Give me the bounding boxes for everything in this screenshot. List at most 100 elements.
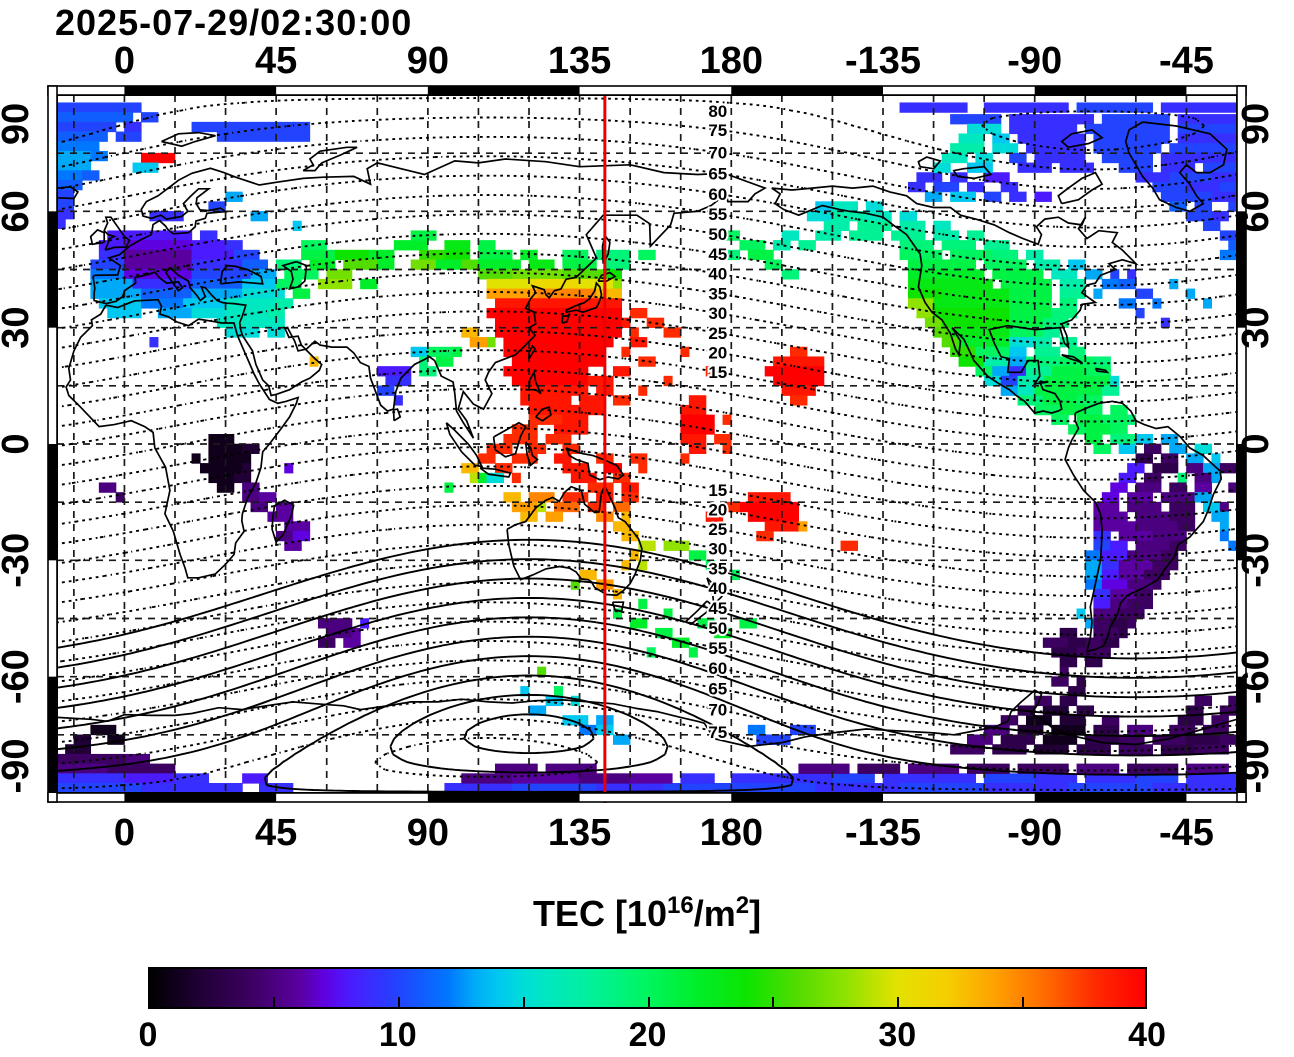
tec-cell-run: [191, 288, 243, 299]
tec-cell-run: [688, 443, 707, 454]
tec-cell-run: [1118, 734, 1145, 745]
tec-cell-run: [317, 618, 336, 629]
tec-cell-run: [612, 734, 631, 745]
tec-cell-run: [638, 598, 648, 610]
tec-cell-run: [57, 773, 125, 784]
tec-cell-run: [124, 121, 142, 133]
tec-cell-run: [461, 259, 479, 270]
tec-cell-run: [1219, 181, 1237, 193]
contour-labels: 8075706560555045403530252015152025303540…: [706, 100, 729, 744]
tec-cell-run: [730, 773, 783, 784]
maglat-contour-label-south: 60: [708, 659, 727, 678]
tec-cell-run: [1194, 695, 1213, 707]
tec-cell-run: [621, 492, 639, 503]
tec-cell-run: [1042, 705, 1069, 716]
tec-cell-run: [1059, 656, 1078, 668]
tec-cell-run: [1177, 123, 1237, 135]
tec-cell-run: [1194, 472, 1213, 484]
tec-cell-run: [57, 209, 75, 220]
tec-cell-run: [832, 773, 875, 784]
tec-cell-run: [1143, 443, 1162, 454]
tec-cell-run: [756, 530, 774, 542]
tec-cell-run: [57, 189, 75, 200]
tec-cell-run: [882, 773, 934, 784]
tec-cell-run: [1068, 385, 1103, 396]
tec-cell-run: [537, 666, 547, 677]
tec-cell-run: [124, 773, 176, 784]
tec-cell-run: [1228, 482, 1237, 493]
tec-cell-run: [1093, 133, 1170, 144]
tec-cell-run: [1068, 424, 1086, 435]
tec-cell-run: [950, 744, 985, 755]
tec-cell-run: [739, 618, 757, 629]
tec-cell-run: [1101, 152, 1154, 164]
tec-cell-run: [638, 356, 656, 367]
tec-cell-run: [461, 773, 513, 784]
tec-cell-run: [191, 259, 243, 270]
tec-cell-run: [562, 715, 589, 726]
tec-cell-run: [360, 278, 378, 290]
tec-cell-run: [638, 540, 656, 551]
tec-cell-run: [1152, 463, 1179, 474]
tec-cell-run: [528, 278, 580, 290]
tec-cell-run: [1186, 181, 1229, 193]
tec-cell-run: [1186, 191, 1221, 202]
tec-cell-run: [444, 482, 454, 493]
tec-cell-run: [1009, 327, 1044, 338]
maglat-contour-label-south: 45: [708, 599, 727, 618]
tec-cell-run: [216, 463, 243, 474]
tec-cell-run: [1101, 550, 1128, 561]
tec-cell-run: [528, 705, 547, 716]
tec-cell-run: [292, 220, 302, 232]
tec-cell-run: [1051, 724, 1086, 736]
tec-cell-run: [1135, 453, 1154, 464]
map-content: 8075706560555045403530252015152025303540…: [57, 95, 1237, 793]
tec-cell-run: [907, 288, 943, 299]
tec-cell-run: [857, 763, 901, 774]
tec-cell-run: [1194, 744, 1229, 755]
tec-cell-run: [680, 414, 715, 425]
tec-cell-run: [1135, 172, 1170, 183]
lon-tick-label-bottom: -135: [845, 812, 921, 854]
night-oval-contours-solid: [57, 538, 1237, 793]
tec-cell-run: [242, 288, 285, 299]
tec-cell-run: [992, 366, 1010, 377]
tec-cell-run: [1051, 307, 1078, 319]
tec-cell-run: [747, 511, 800, 522]
tec-cell-run: [1059, 162, 1095, 173]
tec-cell-run: [1202, 463, 1221, 474]
tec-cell-run: [1160, 453, 1179, 464]
tec-cell-run: [1034, 404, 1061, 416]
lat-tick-label-right: -60: [1235, 649, 1277, 704]
lon-tick-label-top: 45: [255, 40, 297, 82]
tec-cell-run: [191, 453, 201, 464]
tec-cell-run: [1009, 191, 1027, 202]
tec-cell-run: [132, 278, 193, 290]
tec-cell-run: [663, 375, 673, 387]
tec-cell-run: [629, 550, 639, 561]
tec-cell-run: [267, 511, 294, 522]
tec-cell-run: [680, 424, 715, 435]
lat-tick-label-left: -90: [0, 739, 37, 794]
tec-cell-run: [747, 724, 766, 736]
tec-cell-run: [1135, 589, 1154, 600]
tec-cell-run: [629, 773, 673, 784]
tec-cell-run: [705, 560, 715, 571]
tec-cell-run: [486, 288, 538, 299]
tec-cell-run: [1068, 346, 1086, 358]
tec-cell-run: [553, 501, 580, 513]
tec-cell-run: [983, 375, 1002, 387]
tec-cell-run: [1084, 618, 1095, 629]
tec-cell-run: [1110, 424, 1128, 435]
tec-cell-run: [1101, 278, 1120, 290]
lat-tick-label-right: -90: [1235, 739, 1277, 794]
tec-cell-run: [385, 375, 412, 387]
tec-cell-run: [1076, 608, 1086, 619]
tec-cell-run: [1186, 288, 1196, 299]
tec-cell-run: [98, 240, 125, 251]
tec-cell-run: [680, 404, 707, 416]
tec-cell-run: [663, 327, 682, 338]
tec-cell-run: [90, 288, 142, 299]
tec-cell-run: [334, 618, 353, 629]
tec-cell-run: [275, 530, 294, 542]
